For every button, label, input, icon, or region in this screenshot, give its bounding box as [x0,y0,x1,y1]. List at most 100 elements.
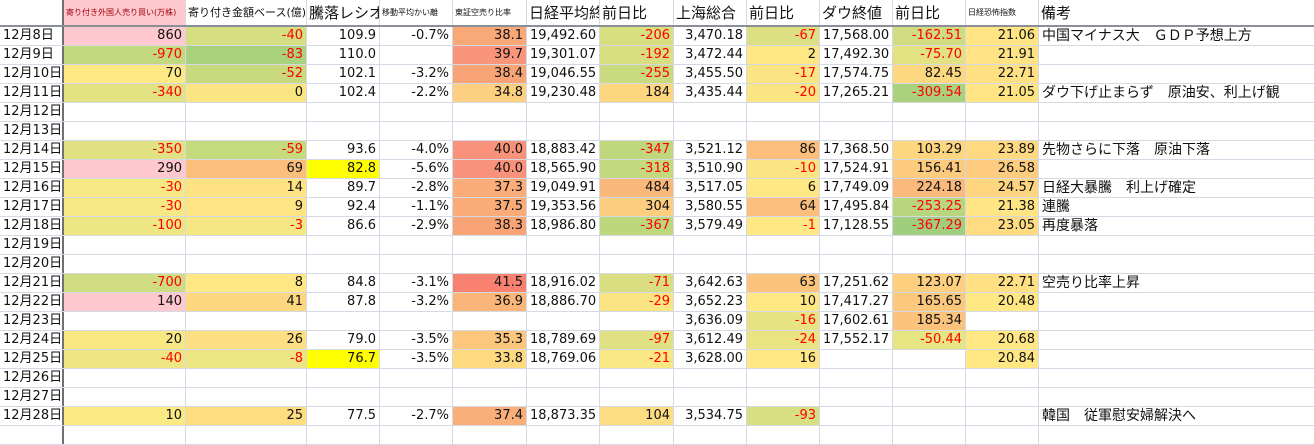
cell-shanghai[interactable]: 3,642.63 [674,274,747,292]
column-header-dow-close[interactable]: ダウ終値 [820,0,893,25]
column-header-foreign-orders[interactable]: 寄り付き外国人売り買い(万株) [64,0,186,25]
cell-nikkei-change[interactable]: -29 [600,293,674,311]
cell-shanghai[interactable] [674,103,747,121]
cell-foreign-orders[interactable]: -30 [64,179,186,197]
cell-remarks[interactable] [1039,255,1314,273]
cell-nikkei-close[interactable]: 18,873.35 [527,407,600,425]
cell-shanghai[interactable]: 3,534.75 [674,407,747,425]
cell-amount-base[interactable]: 14 [186,179,307,197]
cell-ma-deviation[interactable]: -2.9% [380,217,453,235]
empty-cell[interactable] [893,426,966,444]
column-header-amount-base[interactable]: 寄り付き金額ベース(億) [186,0,307,25]
cell-nikkei-vi[interactable] [966,312,1039,330]
cell-nikkei-close[interactable] [527,388,600,406]
cell-date[interactable]: 12月22日 [0,293,64,311]
cell-remarks[interactable] [1039,331,1314,349]
cell-dow-change[interactable]: 185.34 [893,312,966,330]
cell-remarks[interactable] [1039,388,1314,406]
cell-foreign-orders[interactable]: -970 [64,46,186,64]
cell-amount-base[interactable]: -83 [186,46,307,64]
empty-cell[interactable] [674,426,747,444]
cell-dow-change[interactable]: 123.07 [893,274,966,292]
cell-date[interactable]: 12月17日 [0,198,64,216]
cell-shanghai[interactable]: 3,579.49 [674,217,747,235]
cell-nikkei-change[interactable] [600,122,674,140]
cell-ma-deviation[interactable] [380,369,453,387]
cell-remarks[interactable] [1039,160,1314,178]
cell-nikkei-vi[interactable] [966,122,1039,140]
cell-dow-change[interactable] [893,255,966,273]
cell-shanghai-change[interactable] [747,369,820,387]
cell-date[interactable]: 12月11日 [0,84,64,102]
cell-date[interactable]: 12月24日 [0,331,64,349]
cell-nikkei-change[interactable]: -367 [600,217,674,235]
cell-remarks[interactable] [1039,122,1314,140]
cell-shanghai-change[interactable] [747,388,820,406]
empty-cell[interactable] [186,426,307,444]
cell-date[interactable]: 12月10日 [0,65,64,83]
empty-cell[interactable] [820,426,893,444]
cell-ma-deviation[interactable]: -4.0% [380,141,453,159]
cell-shanghai-change[interactable]: 2 [747,46,820,64]
cell-dow-close[interactable]: 17,128.55 [820,217,893,235]
cell-foreign-orders[interactable]: -340 [64,84,186,102]
cell-shanghai-change[interactable]: -17 [747,65,820,83]
cell-nikkei-change[interactable]: 184 [600,84,674,102]
cell-dow-close[interactable]: 17,251.62 [820,274,893,292]
cell-date[interactable]: 12月19日 [0,236,64,254]
cell-short-sell-ratio[interactable] [453,369,527,387]
cell-nikkei-change[interactable] [600,103,674,121]
cell-amount-base[interactable] [186,312,307,330]
cell-nikkei-close[interactable]: 18,769.06 [527,350,600,368]
cell-dow-close[interactable] [820,369,893,387]
cell-nikkei-vi[interactable]: 22.71 [966,65,1039,83]
cell-amount-base[interactable] [186,236,307,254]
cell-shanghai[interactable]: 3,652.23 [674,293,747,311]
cell-shanghai-change[interactable]: -1 [747,217,820,235]
cell-nikkei-vi[interactable] [966,255,1039,273]
cell-dow-close[interactable]: 17,602.61 [820,312,893,330]
cell-ma-deviation[interactable]: -3.5% [380,350,453,368]
cell-remarks[interactable] [1039,369,1314,387]
column-header-dow-change[interactable]: 前日比 [893,0,966,25]
cell-date[interactable]: 12月16日 [0,179,64,197]
cell-foreign-orders[interactable] [64,369,186,387]
cell-shanghai-change[interactable]: 63 [747,274,820,292]
cell-nikkei-vi[interactable]: 21.05 [966,84,1039,102]
cell-foreign-orders[interactable]: 20 [64,331,186,349]
cell-nikkei-change[interactable]: -97 [600,331,674,349]
cell-amount-base[interactable]: -52 [186,65,307,83]
cell-date[interactable]: 12月23日 [0,312,64,330]
cell-dow-change[interactable]: 224.18 [893,179,966,197]
cell-nikkei-change[interactable] [600,369,674,387]
cell-dow-close[interactable] [820,407,893,425]
cell-foreign-orders[interactable]: -40 [64,350,186,368]
cell-shanghai-change[interactable] [747,122,820,140]
cell-advance-decline-ratio[interactable] [307,388,380,406]
column-header-short-sell-ratio[interactable]: 東証空売り比率 [453,0,527,25]
cell-shanghai[interactable]: 3,510.90 [674,160,747,178]
empty-cell[interactable] [380,426,453,444]
cell-remarks[interactable] [1039,103,1314,121]
cell-nikkei-vi[interactable]: 20.68 [966,331,1039,349]
cell-nikkei-change[interactable] [600,388,674,406]
cell-nikkei-vi[interactable]: 20.84 [966,350,1039,368]
cell-amount-base[interactable]: -59 [186,141,307,159]
cell-shanghai[interactable] [674,255,747,273]
cell-shanghai[interactable]: 3,472.44 [674,46,747,64]
cell-shanghai-change[interactable]: -67 [747,27,820,45]
cell-amount-base[interactable] [186,122,307,140]
column-header-nikkei-close[interactable]: 日経平均終値 [527,0,600,25]
cell-remarks[interactable]: 韓国 従軍慰安婦解決へ [1042,408,1196,424]
cell-dow-change[interactable] [893,122,966,140]
cell-nikkei-close[interactable]: 18,883.42 [527,141,600,159]
cell-foreign-orders[interactable]: -350 [64,141,186,159]
cell-foreign-orders[interactable]: 860 [64,27,186,45]
cell-nikkei-change[interactable]: -206 [600,27,674,45]
cell-nikkei-change[interactable]: -192 [600,46,674,64]
cell-ma-deviation[interactable]: -3.5% [380,331,453,349]
cell-foreign-orders[interactable] [64,255,186,273]
empty-cell[interactable] [747,426,820,444]
cell-date[interactable]: 12月20日 [0,255,64,273]
cell-shanghai[interactable] [674,369,747,387]
